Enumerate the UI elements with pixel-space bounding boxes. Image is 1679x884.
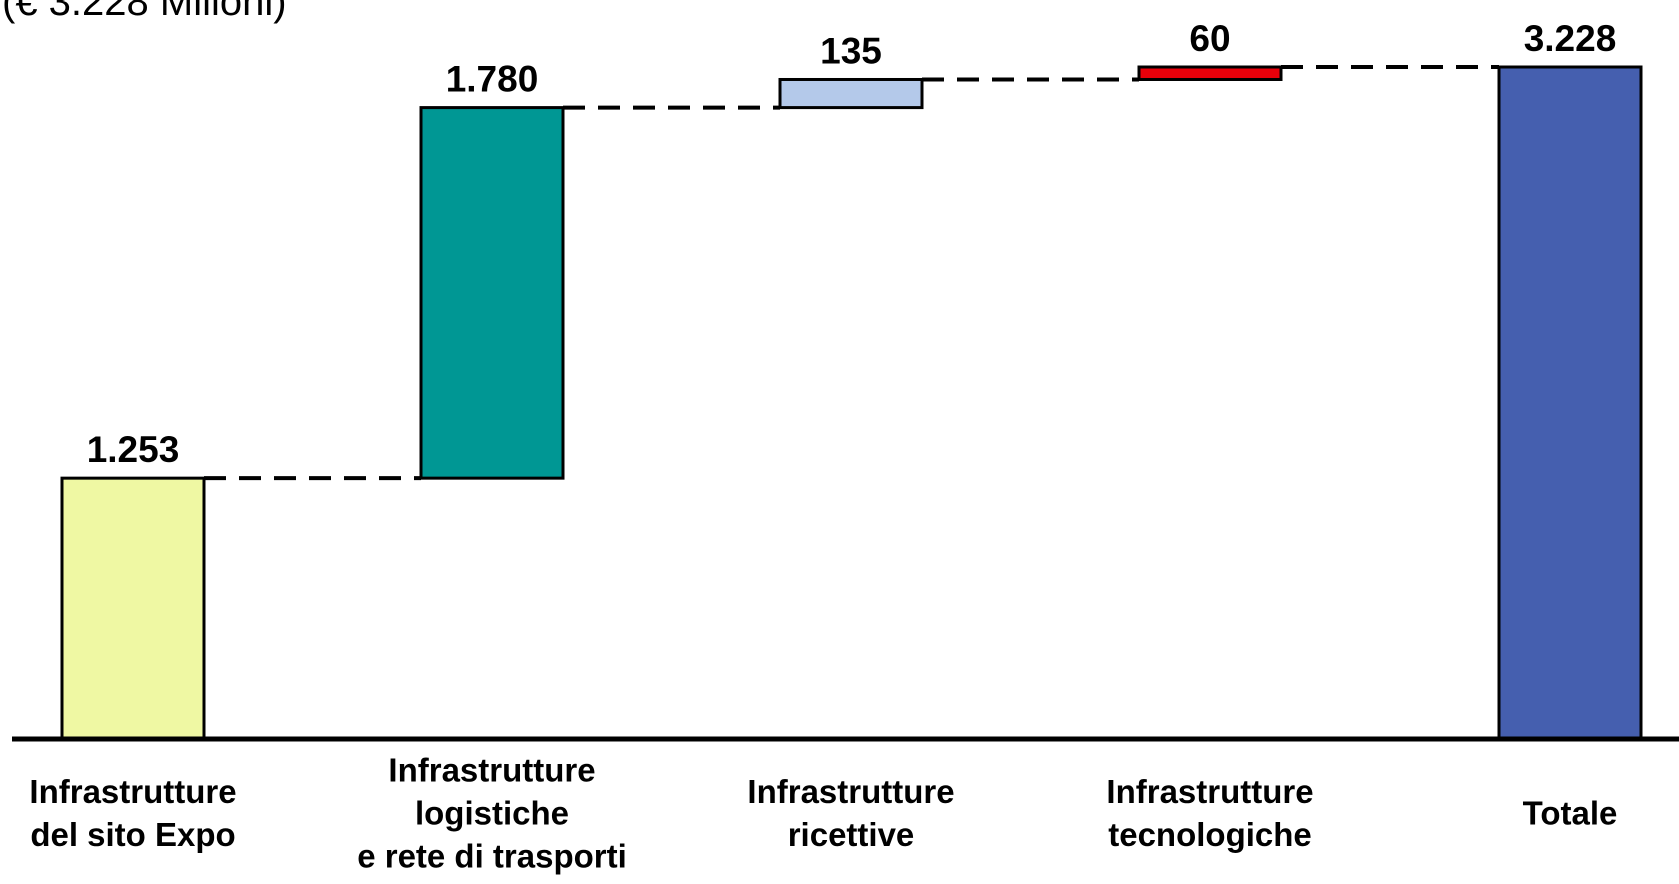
bar — [419, 106, 565, 480]
category-label: logistiche — [415, 795, 569, 832]
value-label: 1.253 — [87, 429, 180, 470]
bar — [60, 476, 206, 741]
category-label: Infrastrutture — [388, 752, 595, 789]
bar — [1137, 65, 1283, 81]
value-label: 135 — [820, 30, 882, 71]
category-label: Infrastrutture — [29, 773, 236, 810]
value-labels: 1.253 1.780 135 60 3.228 — [87, 18, 1617, 470]
value-label: 60 — [1189, 18, 1230, 59]
connector-lines — [204, 65, 1499, 481]
category-label: Infrastrutture — [747, 773, 954, 810]
chart-subtitle: (€ 3.228 Milioni) — [2, 0, 287, 24]
category-label: tecnologiche — [1108, 816, 1312, 853]
value-label: 1.780 — [446, 59, 539, 100]
category-label: ricettive — [788, 816, 915, 853]
bar — [1497, 65, 1643, 741]
category-label: e rete di trasporti — [357, 838, 627, 875]
category-labels: Infrastrutture del sito Expo Infrastruttur… — [29, 752, 1617, 875]
bars — [60, 65, 1643, 741]
category-label: Totale — [1523, 795, 1618, 832]
value-label: 3.228 — [1524, 18, 1617, 59]
bar — [778, 77, 924, 110]
category-label: Infrastrutture — [1106, 773, 1313, 810]
category-label: del sito Expo — [30, 816, 235, 853]
